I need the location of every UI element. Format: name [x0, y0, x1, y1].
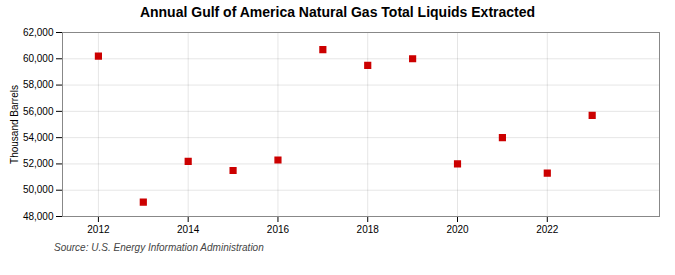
svg-text:62,000: 62,000 — [23, 27, 54, 38]
svg-text:2016: 2016 — [267, 224, 290, 235]
svg-text:2022: 2022 — [536, 224, 559, 235]
svg-text:52,000: 52,000 — [23, 158, 54, 169]
svg-text:60,000: 60,000 — [23, 53, 54, 64]
svg-text:48,000: 48,000 — [23, 211, 54, 222]
svg-text:Thousand Barrels: Thousand Barrels — [9, 85, 20, 164]
svg-text:2012: 2012 — [87, 224, 110, 235]
svg-text:2018: 2018 — [357, 224, 380, 235]
svg-text:2014: 2014 — [177, 224, 200, 235]
html-text:Annual Gulf of America Natural: Annual Gulf of America Natural Gas Total… — [139, 4, 536, 20]
svg-text:2020: 2020 — [446, 224, 469, 235]
svg-text:50,000: 50,000 — [23, 184, 54, 195]
svg-text:54,000: 54,000 — [23, 132, 54, 143]
html-text:Source: U.S. Energy Informatio: Source: U.S. Energy Information Administ… — [54, 242, 264, 253]
svg-text:58,000: 58,000 — [23, 79, 54, 90]
svg-text:56,000: 56,000 — [23, 106, 54, 117]
